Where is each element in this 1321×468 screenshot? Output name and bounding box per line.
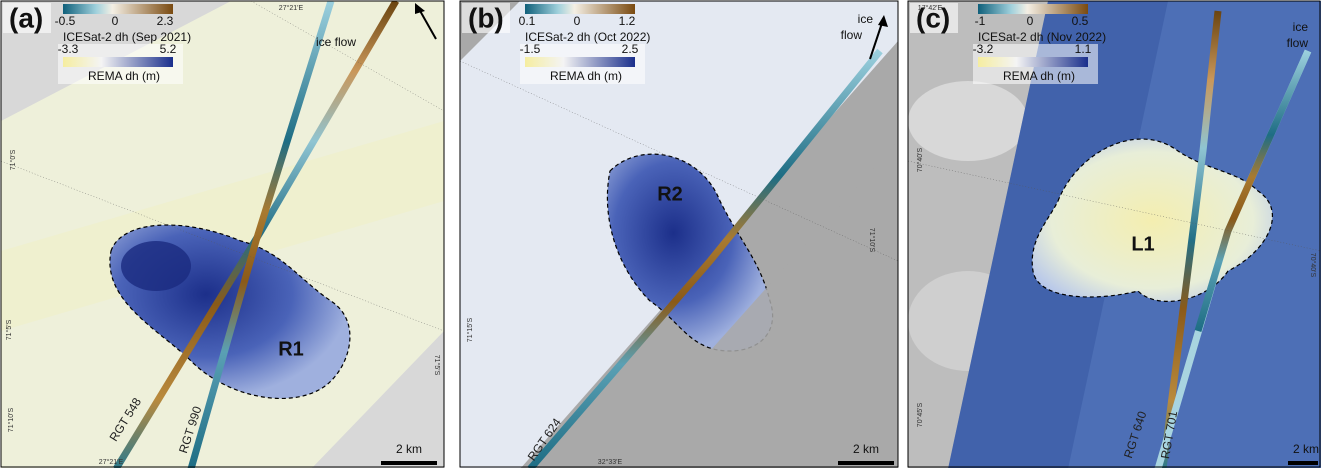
- colorbar-tick: -1: [975, 14, 986, 28]
- colorbar-bottom: [525, 57, 635, 67]
- lake-label: L1: [1131, 233, 1154, 255]
- lake-label: R2: [657, 183, 683, 205]
- coordinate-label: 27°21'E: [99, 458, 124, 466]
- panel-label: (b): [468, 2, 504, 33]
- colorbar-tick: 1.2: [619, 14, 636, 28]
- colorbar-tick: 1.1: [1075, 42, 1092, 56]
- colorbar-top: [978, 4, 1088, 14]
- colorbar-tick: 2.3: [157, 14, 174, 28]
- colorbar-tick: 5.2: [160, 42, 177, 56]
- panel-c-map: [908, 1, 1321, 468]
- scale-label: 2 km: [396, 442, 422, 456]
- colorbar-tick: -3.2: [973, 42, 994, 56]
- colorbar-bottom: [978, 57, 1088, 67]
- coordinate-label: 71°5'S: [433, 355, 441, 376]
- colorbar-top: [525, 4, 635, 14]
- page: {"panels":[ {"label":"(a)","colorbar_top…: [0, 0, 1321, 468]
- coordinate-label: 71°0'S: [9, 149, 17, 170]
- coordinate-label: 71°10'S: [7, 407, 15, 432]
- flow-label: ice flow: [316, 35, 356, 49]
- flow-label: flow: [1287, 36, 1309, 50]
- flow-label: flow: [841, 28, 863, 42]
- scale-label: 2 km: [1293, 442, 1319, 456]
- coordinate-label: 71°5'S: [5, 319, 13, 340]
- colorbar-bottom: [63, 57, 173, 67]
- colorbar-label: REMA dh (m): [1003, 69, 1075, 83]
- coordinate-label: 70°40'S: [1309, 253, 1317, 278]
- colorbar-tick: 0.5: [1072, 14, 1089, 28]
- colorbar-top: [63, 4, 173, 14]
- colorbar-tick: 0: [1027, 14, 1034, 28]
- coordinate-label: 70°40'S: [916, 147, 924, 172]
- coordinate-label: 27°21'E: [279, 4, 304, 12]
- colorbar-tick: -0.5: [55, 14, 76, 28]
- figure: (a)-0.502.3ICESat-2 dh (Sep 2021)-3.35.2…: [0, 0, 1321, 468]
- flow-label: ice: [858, 12, 874, 26]
- colorbar-tick: -1.5: [520, 42, 541, 56]
- colorbar-tick: 0.1: [519, 14, 536, 28]
- colorbar-tick: 2.5: [622, 42, 639, 56]
- colorbar-tick: 0: [112, 14, 119, 28]
- colorbar-label: REMA dh (m): [550, 69, 622, 83]
- scale-label: 2 km: [853, 442, 879, 456]
- lake-label: R1: [278, 338, 304, 360]
- panel-label: (a): [9, 2, 43, 33]
- coordinate-label: 32°33'E: [598, 458, 623, 466]
- coordinate-label: 71°15'S: [466, 317, 474, 342]
- colorbar-label: REMA dh (m): [88, 69, 160, 83]
- colorbar-tick: -3.3: [58, 42, 79, 56]
- colorbar-tick: 0: [574, 14, 581, 28]
- coordinate-label: 70°45'S: [916, 402, 924, 427]
- coordinate-label: 71°10'S: [868, 228, 876, 253]
- coordinate-label: 17°42'E: [918, 4, 943, 12]
- flow-label: ice: [1293, 20, 1309, 34]
